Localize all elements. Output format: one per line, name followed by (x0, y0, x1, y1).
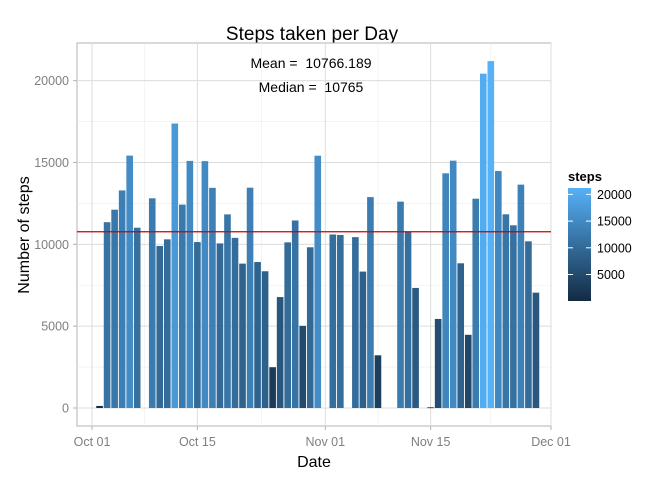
bar (337, 234, 344, 408)
bar (209, 187, 216, 408)
y-tick-label: 5000 (41, 320, 69, 334)
bar (246, 187, 254, 408)
grid-lines (77, 43, 552, 426)
bar (239, 263, 246, 408)
bar (314, 155, 322, 408)
x-tick-label: Nov 01 (305, 435, 345, 449)
bar (276, 297, 284, 408)
median-annotation: Median = 10765 (259, 79, 364, 95)
bar (457, 263, 465, 408)
bars (96, 61, 540, 409)
bar (156, 245, 164, 408)
bar (412, 287, 419, 408)
x-tick-label: Dec 01 (531, 435, 571, 449)
bar (532, 292, 540, 408)
bar (449, 160, 457, 408)
legend-ticks: 5000 10000 15000 20000 (568, 188, 632, 282)
bar (479, 73, 487, 408)
x-tick-label: Oct 15 (179, 435, 216, 449)
y-tick-label: 0 (62, 401, 69, 415)
legend: steps 5000 10000 15000 20000 (568, 169, 632, 301)
bar (472, 198, 480, 408)
bar (163, 239, 171, 408)
bar (171, 123, 179, 408)
legend-title: steps (568, 169, 602, 184)
x-tick-label: Oct 01 (74, 435, 111, 449)
x-axis-label: Date (297, 454, 331, 471)
y-tick-label: 10000 (34, 238, 69, 252)
bar (359, 271, 367, 408)
bar (427, 407, 434, 409)
bar (111, 209, 118, 408)
bar (126, 155, 133, 408)
chart-title: Steps taken per Day (226, 24, 399, 45)
bar (306, 247, 314, 408)
y-tick-label: 20000 (34, 74, 69, 88)
bar (397, 201, 404, 408)
legend-tick-label: 10000 (597, 241, 632, 255)
bar (224, 214, 231, 408)
bar (254, 262, 261, 408)
bar (284, 242, 291, 408)
bar (103, 222, 111, 408)
plot-panel (76, 42, 552, 427)
bar (487, 61, 495, 408)
legend-tick-label: 15000 (597, 215, 632, 229)
bar (194, 242, 201, 408)
bar (201, 161, 209, 408)
legend-tick-label: 5000 (597, 268, 625, 282)
bar (148, 198, 156, 408)
bar (299, 325, 307, 408)
bar (118, 190, 126, 408)
bar (329, 234, 337, 408)
bar (291, 220, 299, 408)
bar (269, 367, 276, 408)
bar (179, 204, 186, 408)
bar (367, 197, 374, 408)
bar (186, 160, 194, 408)
bar (231, 237, 239, 408)
y-axis-label: Number of steps (16, 176, 33, 293)
bar (517, 184, 525, 408)
bar (464, 334, 472, 408)
bar (96, 405, 103, 408)
x-tick-label: Nov 15 (411, 435, 451, 449)
bar (442, 173, 449, 408)
bar (525, 241, 532, 408)
bar (216, 243, 224, 408)
mean-annotation: Mean = 10766.189 (250, 55, 371, 71)
y-axis-ticks: 0 5000 10000 15000 20000 (34, 74, 77, 415)
y-tick-label: 15000 (34, 156, 69, 170)
bar (404, 231, 412, 408)
bar (434, 318, 442, 408)
bar (352, 237, 359, 408)
bar (374, 355, 382, 408)
bar (133, 227, 141, 408)
x-axis-ticks: Oct 01 Oct 15 Nov 01 Nov 15 Dec 01 (74, 426, 571, 449)
bar (261, 271, 269, 408)
legend-colorbar (568, 188, 591, 301)
bar (510, 225, 517, 408)
legend-tick-label: 20000 (597, 188, 632, 202)
bar (502, 214, 510, 408)
bar (495, 171, 502, 408)
